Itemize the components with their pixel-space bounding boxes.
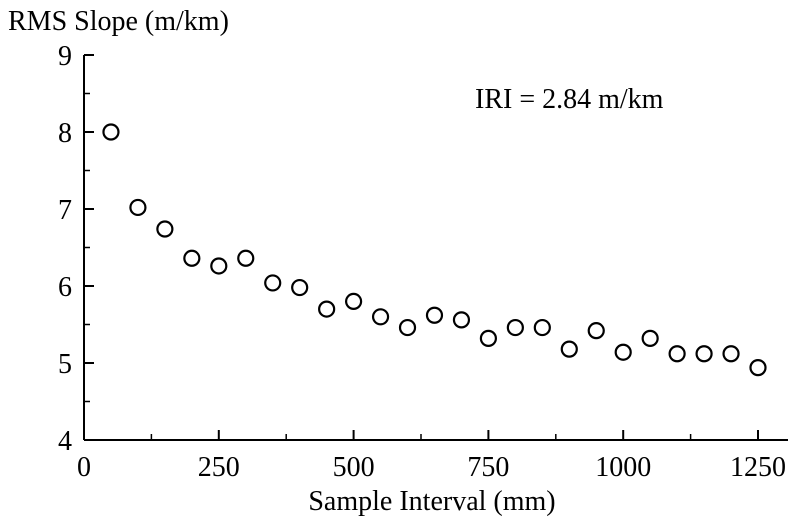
data-points <box>102 123 767 377</box>
chart-annotation: IRI = 2.84 m/km <box>475 84 664 115</box>
x-axis-title: Sample Interval (mm) <box>308 486 555 517</box>
data-point <box>479 329 497 347</box>
x-tick-label: 1000 <box>595 452 651 483</box>
data-point <box>183 249 201 267</box>
data-point <box>614 343 632 361</box>
data-point <box>641 329 659 347</box>
data-point <box>129 198 147 217</box>
x-tick-label: 500 <box>333 452 375 483</box>
data-point <box>210 257 228 275</box>
data-point <box>425 306 444 324</box>
data-point <box>722 345 740 363</box>
y-tick-label: 4 <box>58 426 72 457</box>
data-point <box>264 274 282 292</box>
y-tick-label: 5 <box>58 349 72 380</box>
data-point <box>398 318 417 337</box>
y-tick-label: 9 <box>58 41 72 72</box>
data-point <box>102 123 120 141</box>
x-tick-label: 0 <box>77 452 91 483</box>
data-point <box>695 345 713 363</box>
data-point <box>668 345 686 363</box>
data-point <box>560 340 578 358</box>
data-point <box>156 220 174 238</box>
x-tick-label: 1250 <box>730 452 786 483</box>
data-point <box>533 318 551 337</box>
x-tick-label: 250 <box>198 452 240 483</box>
data-point <box>318 300 336 318</box>
y-axis-title: RMS Slope (m/km) <box>8 6 229 37</box>
y-tick-label: 7 <box>58 195 72 226</box>
data-point <box>291 278 309 297</box>
x-tick-label: 750 <box>467 452 509 483</box>
data-point <box>452 311 471 329</box>
data-point <box>345 292 363 310</box>
data-point <box>371 308 390 326</box>
y-tick-label: 8 <box>58 118 72 149</box>
data-point <box>749 359 767 377</box>
y-tick-label: 6 <box>58 272 72 303</box>
data-point <box>237 249 255 267</box>
data-point <box>587 322 605 340</box>
axis-ticks: 0 250 500 750 1000 1250 4 5 6 7 8 9 <box>58 41 786 483</box>
data-point <box>506 318 524 337</box>
